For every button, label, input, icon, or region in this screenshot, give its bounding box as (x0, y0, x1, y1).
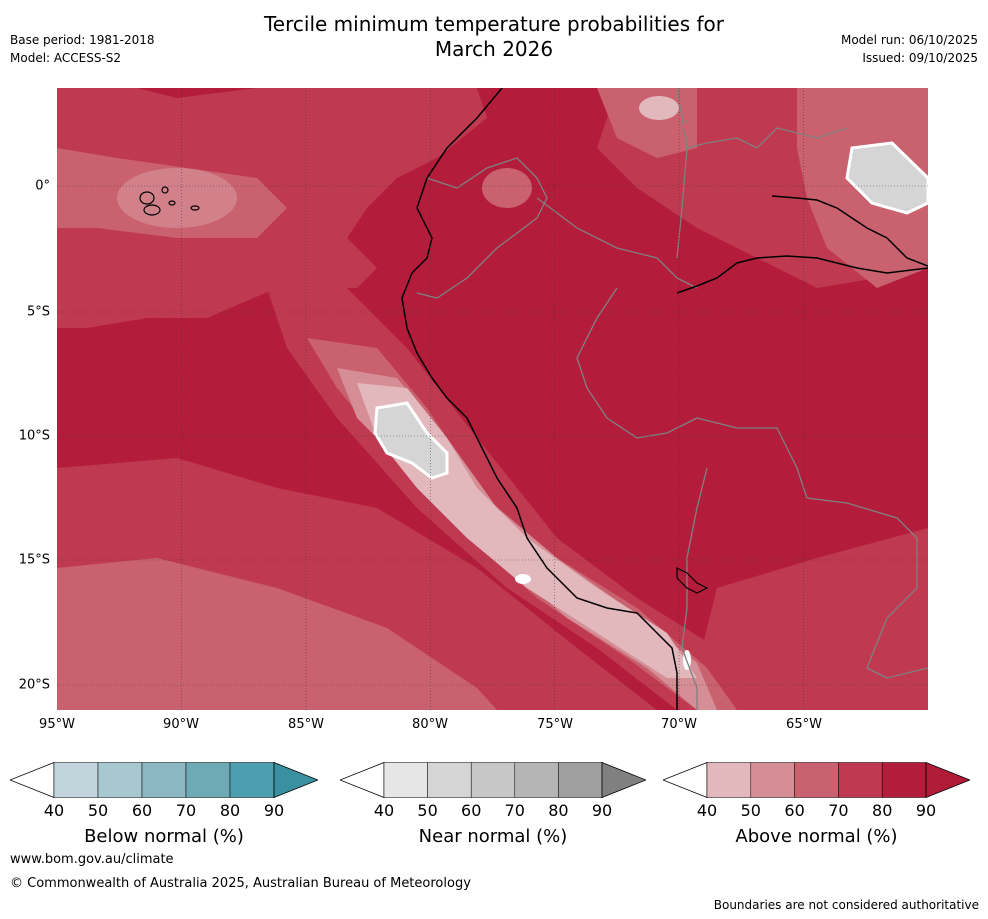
river (676, 195, 928, 294)
lon-label: 70°W (661, 717, 697, 732)
colorbar-segment (470, 762, 516, 798)
colorbar-extend-high (601, 762, 646, 798)
probability-map (57, 88, 928, 710)
colorbar-segment (185, 762, 231, 798)
lake-titicaca (676, 567, 709, 594)
colorbar-tick-label: 70 (175, 801, 197, 820)
lon-label: 65°W (786, 717, 822, 732)
colorbar-tick-label: 80 (548, 801, 569, 820)
colorbar-tick-label: 50 (740, 801, 761, 820)
title-line-1: Tercile minimum temperature probabilitie… (263, 12, 725, 36)
colorbar-tick-label: 60 (461, 801, 482, 820)
colorbar-below (10, 762, 318, 798)
region-se-80 (697, 528, 928, 710)
lat-label: 5°S (26, 304, 50, 320)
colorbar-segment (53, 762, 99, 798)
colorbar-tick-label: 90 (915, 801, 937, 820)
meta-right: Model run: 06/10/2025 Issued: 09/10/2025 (841, 31, 978, 67)
colorbar-tick-label: 90 (263, 801, 285, 820)
highlight-ne-50 (639, 96, 679, 120)
colorbar-tick-label: 50 (417, 801, 438, 820)
colorbar-segment (383, 762, 428, 798)
lon-label: 75°W (537, 717, 573, 732)
colorbar-tick-label: 50 (87, 801, 109, 820)
colorbar-extend-low (663, 762, 708, 798)
boundary-note: Boundaries are not considered authoritat… (713, 898, 979, 912)
coastline (401, 88, 678, 710)
near-normal-ne (845, 141, 928, 215)
colorbar-segment (881, 762, 927, 798)
colorbar-segment (706, 762, 752, 798)
colorbar-extend-low (10, 762, 55, 798)
highlight-n-60 (482, 168, 532, 208)
model-name: Model: ACCESS-S2 (10, 51, 122, 65)
colorbar-tick-label: 90 (591, 801, 613, 820)
website-link[interactable]: www.bom.gov.au/climate (10, 852, 174, 867)
colorbar-tick-label: 60 (784, 801, 805, 820)
colorbar-tick-label: 80 (872, 801, 893, 820)
colorbar-segment (97, 762, 143, 798)
base-period: Base period: 1981-2018 (10, 33, 155, 47)
colorbar-tick-label: 40 (373, 801, 395, 820)
lat-label: 0° (35, 178, 50, 194)
chart-title: Tercile minimum temperature probabilitie… (0, 12, 988, 62)
colorbar-segment (229, 762, 275, 798)
colorbar-segment (750, 762, 795, 798)
near-normal-small-1 (515, 574, 531, 584)
near-normal-peru (373, 401, 449, 480)
colorbar-segment (794, 762, 839, 798)
highlight-w-60 (117, 168, 237, 228)
colorbar-tick-label: 70 (828, 801, 849, 820)
galapagos-islands (139, 186, 200, 216)
near-normal-label: Near normal (%) (418, 826, 568, 847)
region-sw-70 (57, 558, 497, 710)
below-normal-label: Below normal (%) (84, 826, 244, 847)
colorbar-tick-label: 40 (43, 801, 65, 820)
lat-label: 10°S (18, 428, 50, 444)
lon-label: 80°W (412, 717, 448, 732)
colorbar-segment (558, 762, 603, 798)
lon-label: 95°W (39, 717, 75, 732)
colorbar-tick-label: 80 (219, 801, 241, 820)
colorbar-extend-high (925, 762, 970, 798)
country-borders (416, 88, 928, 710)
lon-label: 85°W (288, 717, 324, 732)
graticule (57, 88, 928, 710)
model-run: Model run: 06/10/2025 (840, 33, 978, 47)
colorbar-tick-label: 40 (696, 801, 718, 820)
colorbar-near (340, 762, 646, 798)
colorbar-segment (838, 762, 883, 798)
lon-label: 90°W (163, 717, 199, 732)
colorbar-segment (427, 762, 472, 798)
meta-left: Base period: 1981-2018 Model: ACCESS-S2 (10, 31, 155, 67)
title-line-2: March 2026 (434, 37, 554, 61)
copyright-text: © Commonwealth of Australia 2025, Austra… (10, 876, 471, 891)
issued-date: Issued: 09/10/2025 (862, 51, 978, 65)
lat-label: 15°S (18, 552, 50, 568)
colorbar-tick-label: 70 (504, 801, 525, 820)
colorbar-extend-low (340, 762, 385, 798)
lat-label: 20°S (18, 677, 50, 693)
colorbar-extend-high (273, 762, 318, 798)
colorbar-segment (141, 762, 187, 798)
above-normal-label: Above normal (%) (735, 826, 898, 847)
colorbar-segment (514, 762, 559, 798)
colorbar-tick-label: 60 (131, 801, 153, 820)
colorbar-above (663, 762, 970, 798)
